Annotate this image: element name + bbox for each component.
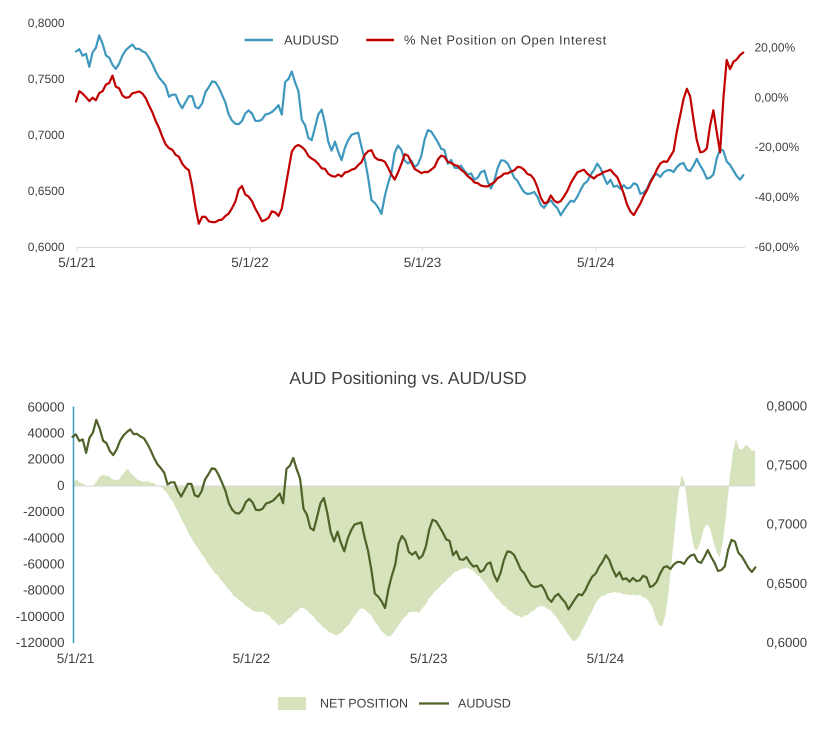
svg-text:-20000: -20000 bbox=[23, 504, 64, 519]
svg-text:20000: 20000 bbox=[28, 452, 65, 467]
svg-text:-60000: -60000 bbox=[23, 557, 64, 572]
svg-text:20,00%: 20,00% bbox=[755, 40, 796, 54]
svg-text:NET POSITION: NET POSITION bbox=[320, 697, 408, 711]
svg-text:0,6000: 0,6000 bbox=[28, 240, 65, 254]
svg-text:0,00%: 0,00% bbox=[755, 90, 789, 104]
svg-text:5/1/24: 5/1/24 bbox=[587, 651, 625, 666]
svg-text:-40,00%: -40,00% bbox=[755, 190, 800, 204]
svg-text:% Net Position on Open Interes: % Net Position on Open Interest bbox=[404, 33, 607, 48]
svg-text:AUD Positioning vs. AUD/USD: AUD Positioning vs. AUD/USD bbox=[289, 368, 526, 388]
svg-text:-80000: -80000 bbox=[23, 583, 64, 598]
svg-text:5/1/23: 5/1/23 bbox=[404, 255, 442, 270]
svg-text:5/1/24: 5/1/24 bbox=[577, 255, 615, 270]
svg-text:0,8000: 0,8000 bbox=[767, 399, 808, 414]
svg-text:0,6500: 0,6500 bbox=[28, 184, 65, 198]
svg-text:0,8000: 0,8000 bbox=[28, 16, 65, 30]
svg-text:5/1/22: 5/1/22 bbox=[231, 255, 269, 270]
svg-text:40000: 40000 bbox=[28, 426, 65, 441]
svg-text:60000: 60000 bbox=[28, 399, 65, 414]
svg-text:-20,00%: -20,00% bbox=[755, 140, 800, 154]
svg-text:5/1/23: 5/1/23 bbox=[410, 651, 448, 666]
svg-text:0,6500: 0,6500 bbox=[767, 576, 808, 591]
svg-text:5/1/21: 5/1/21 bbox=[57, 651, 95, 666]
svg-text:0,7500: 0,7500 bbox=[767, 458, 808, 473]
svg-text:0,6000: 0,6000 bbox=[767, 635, 808, 650]
svg-text:AUDUSD: AUDUSD bbox=[458, 697, 511, 711]
svg-text:5/1/22: 5/1/22 bbox=[233, 651, 271, 666]
svg-text:0,7000: 0,7000 bbox=[28, 128, 65, 142]
svg-text:5/1/21: 5/1/21 bbox=[58, 255, 96, 270]
svg-text:-60,00%: -60,00% bbox=[755, 240, 800, 254]
svg-text:0,7500: 0,7500 bbox=[28, 72, 65, 86]
svg-text:-120000: -120000 bbox=[16, 635, 65, 650]
svg-text:0,7000: 0,7000 bbox=[767, 517, 808, 532]
svg-text:-100000: -100000 bbox=[16, 609, 65, 624]
svg-text:AUDUSD: AUDUSD bbox=[284, 33, 339, 48]
svg-text:-40000: -40000 bbox=[23, 530, 64, 545]
svg-text:0: 0 bbox=[57, 478, 64, 493]
